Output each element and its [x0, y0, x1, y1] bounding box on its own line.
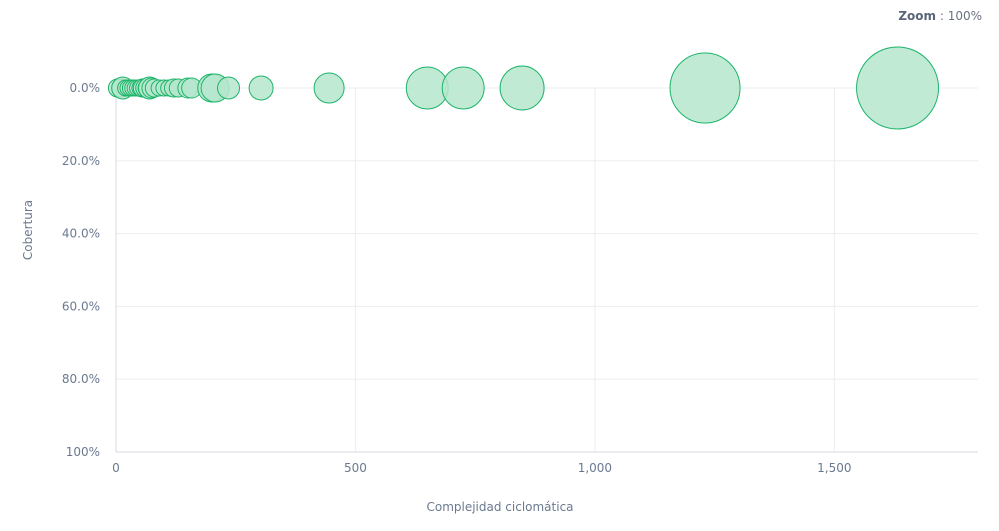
- y-tick-label: 60.0%: [62, 299, 100, 313]
- y-axis-title: Cobertura: [21, 200, 35, 260]
- y-tick-label: 100%: [66, 445, 100, 459]
- x-tick-label: 500: [344, 461, 367, 475]
- data-point[interactable]: [669, 52, 741, 124]
- x-tick-label: 1,500: [817, 461, 851, 475]
- zoom-indicator: Zoom : 100%: [898, 9, 982, 23]
- zoom-separator: :: [936, 9, 948, 23]
- tick-labels: 0.0% 20.0% 40.0% 60.0% 80.0% 100% 0 500 1,000 1,5…: [62, 81, 852, 475]
- x-tick-label: 0: [112, 461, 120, 475]
- x-axis-title: Complejidad ciclomática: [426, 500, 573, 514]
- axes: [115, 88, 978, 453]
- data-point[interactable]: [217, 76, 241, 100]
- data-point[interactable]: [499, 65, 545, 111]
- data-point[interactable]: [856, 46, 940, 130]
- zoom-label: Zoom: [898, 9, 937, 23]
- y-tick-label: 0.0%: [70, 81, 101, 95]
- x-tick-label: 1,000: [578, 461, 612, 475]
- data-point[interactable]: [441, 66, 485, 110]
- grid: [116, 87, 978, 452]
- y-tick-label: 40.0%: [62, 227, 100, 241]
- zoom-value: 100%: [947, 9, 982, 23]
- data-point[interactable]: [248, 75, 274, 101]
- y-tick-label: 80.0%: [62, 372, 100, 386]
- data-points: [107, 46, 940, 130]
- y-tick-label: 20.0%: [62, 154, 100, 168]
- data-point[interactable]: [313, 72, 345, 104]
